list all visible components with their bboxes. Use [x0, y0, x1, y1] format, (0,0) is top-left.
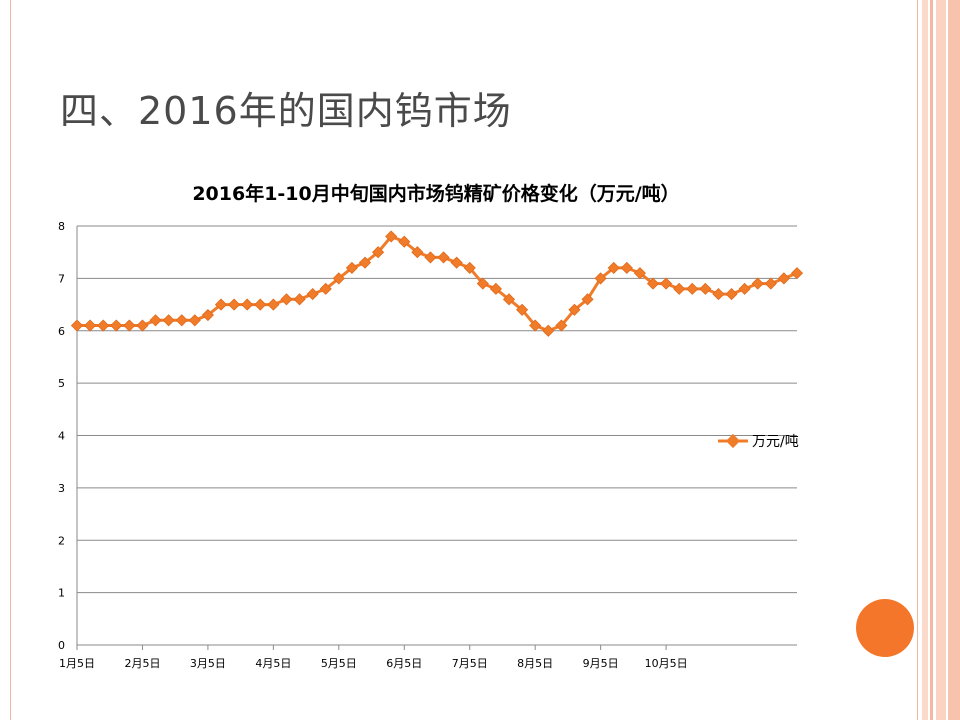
data-point	[686, 282, 699, 295]
data-point	[542, 324, 555, 337]
data-point	[345, 261, 358, 274]
data-point	[568, 303, 581, 316]
y-tick-label: 0	[58, 639, 65, 652]
data-point	[201, 308, 214, 322]
data-point	[764, 277, 777, 290]
y-tick-label: 4	[58, 430, 65, 443]
x-tick-label: 9月5日	[583, 657, 619, 670]
data-point	[136, 319, 149, 332]
data-point	[372, 246, 385, 259]
data-point	[450, 256, 463, 269]
y-tick-label: 6	[58, 325, 65, 338]
y-tick-label: 5	[58, 377, 65, 390]
data-point	[660, 277, 673, 290]
legend-label: 万元/吨	[752, 434, 799, 450]
data-point	[188, 314, 201, 327]
slide-frame	[10, 0, 918, 720]
data-point	[646, 277, 660, 290]
x-tick-label: 5月5日	[321, 657, 357, 670]
data-point	[502, 293, 516, 306]
data-point	[70, 319, 84, 332]
data-point	[555, 319, 568, 332]
deco-stripe-2	[930, 0, 933, 720]
data-point	[529, 319, 542, 332]
data-point	[581, 293, 594, 306]
data-point	[437, 251, 450, 264]
x-tick-label: 3月5日	[190, 657, 226, 670]
data-point	[332, 272, 345, 285]
data-point	[110, 319, 123, 332]
data-point	[267, 298, 280, 311]
x-tick-labels: 1月5日 2月5日 3月5日 4月5日 5月5日 6月5日 7月5日 8月5日 9月5日 10月5…	[59, 657, 688, 670]
data-point	[319, 282, 332, 295]
data-point	[411, 246, 424, 259]
x-tick-label: 4月5日	[255, 657, 291, 670]
deco-stripe-4	[948, 0, 960, 720]
data-point	[293, 293, 306, 306]
data-point	[123, 319, 136, 332]
data-point	[790, 267, 804, 280]
y-tick-label: 8	[58, 220, 65, 233]
slide-title: 四、2016年的国内钨市场	[60, 89, 512, 133]
x-tick-label: 6月5日	[386, 657, 422, 670]
deco-stripe-3	[936, 0, 946, 720]
y-tick-label: 1	[58, 587, 65, 600]
series-layer	[70, 230, 804, 337]
data-point	[476, 277, 489, 290]
data-point	[463, 261, 476, 274]
legend: 万元/吨	[718, 433, 799, 450]
data-point	[777, 272, 790, 285]
y-tick-label: 2	[58, 534, 65, 547]
y-tick-labels: 0 1 2 3 4 5 6 7 8	[58, 220, 65, 652]
x-tick-label: 10月5日	[645, 657, 688, 670]
x-tick-label: 7月5日	[452, 657, 488, 670]
data-point	[385, 230, 398, 243]
legend-diamond-marker	[725, 433, 741, 449]
y-tick-label: 7	[58, 272, 65, 285]
data-point	[620, 261, 633, 274]
data-point	[712, 288, 725, 301]
data-point	[84, 319, 97, 332]
data-point	[280, 293, 293, 306]
accent-circle	[856, 599, 914, 657]
deco-stripe-1	[922, 0, 928, 720]
data-point	[516, 303, 529, 316]
data-point	[424, 251, 437, 264]
data-point	[214, 298, 228, 311]
data-point	[594, 272, 607, 285]
axes	[76, 226, 797, 650]
data-point	[751, 277, 764, 290]
x-tick-label: 8月5日	[517, 657, 553, 670]
data-point	[358, 256, 372, 269]
data-point	[699, 282, 712, 295]
data-point	[162, 314, 175, 327]
data-point	[254, 298, 267, 311]
data-point	[175, 314, 188, 327]
data-point	[738, 282, 751, 295]
data-point	[607, 261, 620, 274]
x-tick-label: 2月5日	[124, 657, 160, 670]
data-point	[228, 298, 241, 311]
data-point	[673, 282, 686, 295]
x-tick-label: 1月5日	[59, 657, 95, 670]
data-point	[489, 282, 502, 295]
data-point	[633, 267, 646, 280]
data-point	[306, 288, 319, 301]
y-tick-label: 3	[58, 482, 65, 495]
data-point	[398, 235, 411, 248]
series-line	[77, 235, 798, 333]
gridlines	[77, 225, 797, 594]
data-point	[149, 314, 162, 327]
chart-title: 2016年1-10月中旬国内市场钨精矿价格变化（万元/吨）	[192, 182, 679, 205]
data-point	[97, 319, 110, 332]
data-point	[725, 288, 738, 301]
data-point	[241, 298, 254, 311]
